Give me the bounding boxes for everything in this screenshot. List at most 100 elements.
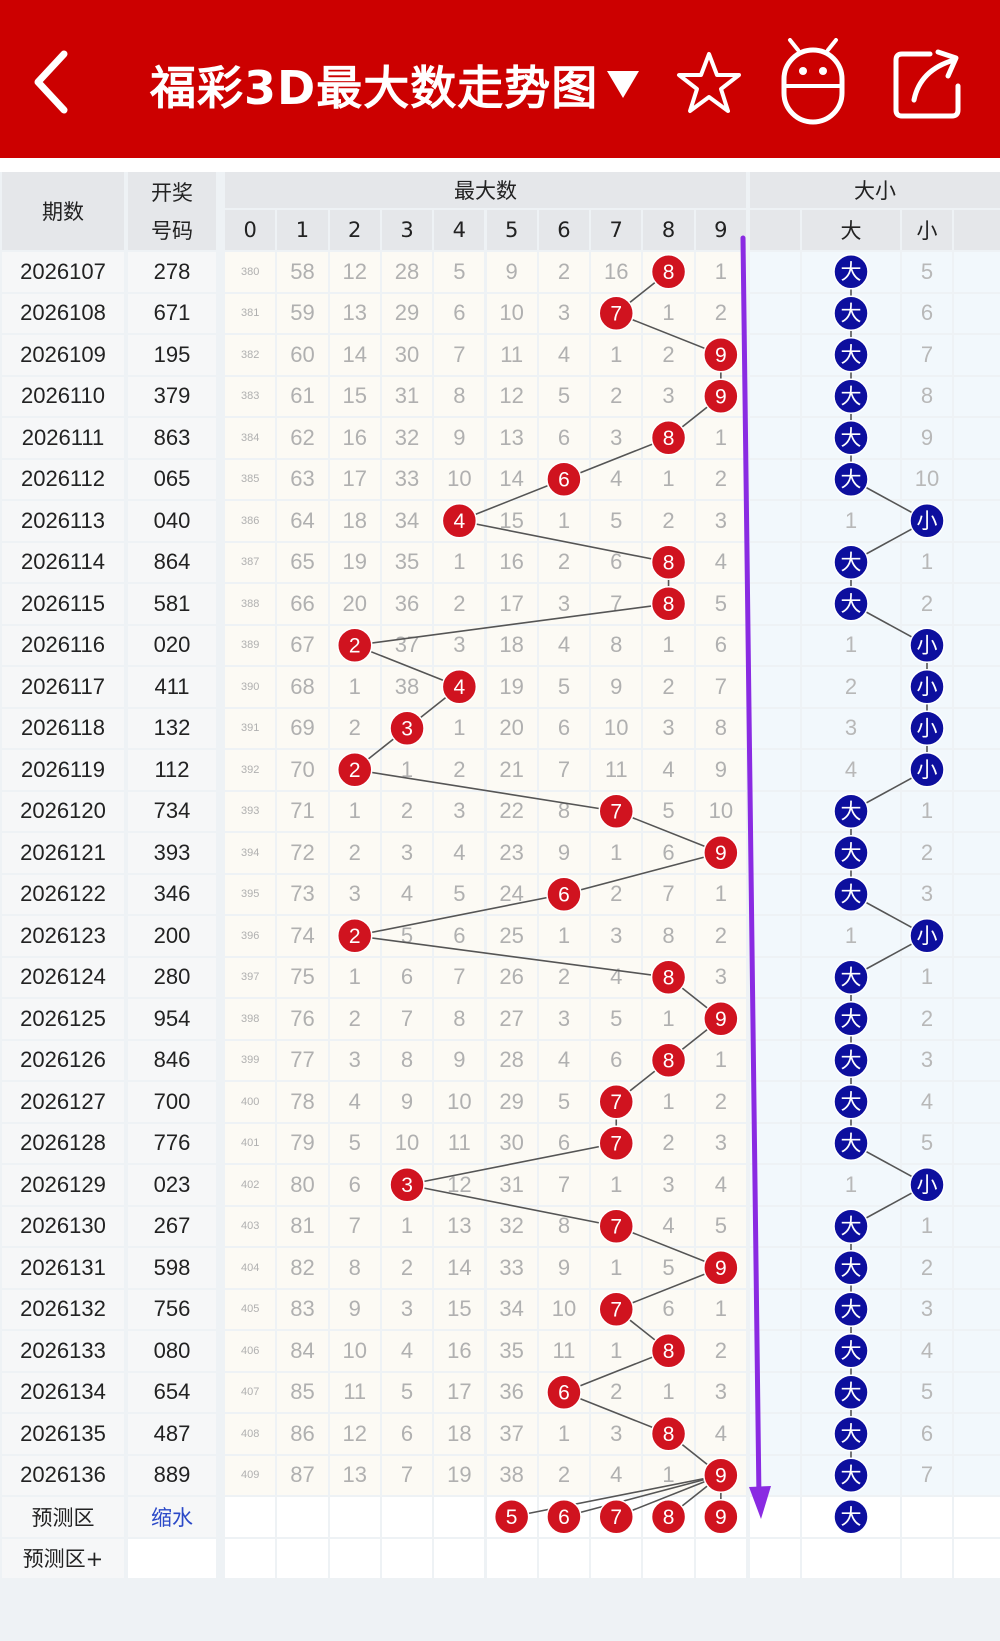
omission-cell: 36 <box>486 1372 537 1412</box>
max-digit-ball-label: 8 <box>663 1049 675 1072</box>
draw-number-cell: 671 <box>128 293 216 333</box>
omission-cell: 74 <box>277 916 328 956</box>
big-ball-label: 大 <box>841 593 862 616</box>
omission-cell: 19 <box>434 1455 485 1495</box>
forecast-cell[interactable] <box>329 1497 380 1537</box>
omission-cell: 402 <box>225 1165 276 1205</box>
star-icon[interactable] <box>676 50 742 116</box>
omission-cell: 4 <box>643 1206 694 1246</box>
forecast-plus-cell[interactable] <box>591 1538 642 1578</box>
bs-omission-cell: 4 <box>802 750 900 790</box>
forecast-plus-cell[interactable] <box>902 1538 952 1578</box>
max-digit-ball <box>598 793 634 829</box>
back-arrow-icon[interactable] <box>30 48 74 116</box>
forecast-plus-cell[interactable] <box>434 1538 485 1578</box>
robot-icon[interactable] <box>780 38 846 126</box>
period-cell: 2026121 <box>2 833 124 873</box>
forecast-plus-cell[interactable] <box>277 1538 328 1578</box>
forecast-plus-cell[interactable] <box>695 1538 746 1578</box>
big-ball <box>833 1291 869 1327</box>
bs-omission-cell <box>954 708 1000 748</box>
max-digit-ball-label: 8 <box>663 427 675 450</box>
omission-cell: 70 <box>277 750 328 790</box>
digit-header-4: 4 <box>434 210 485 250</box>
omission-cell: 34 <box>486 1289 537 1329</box>
omission-cell: 7 <box>538 1165 590 1205</box>
omission-cell: 1 <box>538 501 590 541</box>
omission-cell: 87 <box>277 1455 328 1495</box>
small-ball-label: 小 <box>917 634 938 657</box>
omission-cell: 5 <box>434 874 485 914</box>
omission-cell: 78 <box>277 1082 328 1122</box>
period-cell: 2026134 <box>2 1372 124 1412</box>
forecast-cell[interactable] <box>434 1497 485 1537</box>
big-ball-label: 大 <box>841 1340 862 1363</box>
bs-omission-cell <box>750 584 800 624</box>
draw-number-cell: 654 <box>128 1372 216 1412</box>
omission-cell: 4 <box>695 1414 746 1454</box>
forecast-cell[interactable] <box>277 1497 328 1537</box>
omission-cell: 400 <box>225 1082 276 1122</box>
forecast-cell[interactable] <box>381 1497 433 1537</box>
max-digit-ball-label: 8 <box>663 966 675 989</box>
omission-cell: 11 <box>591 750 642 790</box>
share-icon[interactable] <box>890 46 966 122</box>
bs-omission-cell <box>954 1455 1000 1495</box>
bs-omission-cell <box>954 625 1000 665</box>
omission-cell: 17 <box>486 584 537 624</box>
period-cell: 2026109 <box>2 335 124 375</box>
omission-cell: 9 <box>591 667 642 707</box>
forecast-plus-cell[interactable] <box>329 1538 380 1578</box>
big-ball-label: 大 <box>841 1464 862 1487</box>
omission-cell: 4 <box>643 750 694 790</box>
max-digit-ball <box>703 378 739 414</box>
forecast-bs-cell[interactable] <box>954 1497 1000 1537</box>
draw-number-cell: 379 <box>128 376 216 416</box>
forecast-bs-cell[interactable] <box>902 1497 952 1537</box>
omission-cell: 4 <box>695 542 746 582</box>
big-small-trend-line <box>850 271 929 1476</box>
digit-header-1: 1 <box>277 210 328 250</box>
omission-cell: 8 <box>538 791 590 831</box>
forecast-plus-cell[interactable] <box>954 1538 1000 1578</box>
omission-cell: 386 <box>225 501 276 541</box>
trend-table[interactable]: 期数 开奖 号码 最大数 大小 0 1 2 3 4 5 6 7 8 9 大小 2026107 278 380 58 12… <box>0 172 1000 1641</box>
omission-cell: 10 <box>329 1331 380 1371</box>
omission-cell: 14 <box>486 459 537 499</box>
forecast-cell[interactable] <box>225 1497 276 1537</box>
omission-cell: 397 <box>225 957 276 997</box>
triangle-down-icon[interactable] <box>605 68 641 100</box>
draw-number-cell: 112 <box>128 750 216 790</box>
omission-cell: 3 <box>329 1040 380 1080</box>
bs-omission-cell: 4 <box>902 1082 952 1122</box>
omission-cell: 16 <box>591 252 642 292</box>
forecast-plus-cell[interactable] <box>225 1538 276 1578</box>
draw-number-cell: 889 <box>128 1455 216 1495</box>
bs-omission-cell: 1 <box>902 542 952 582</box>
page-title[interactable]: 福彩3D最大数走势图 <box>150 52 598 118</box>
bs-omission-cell: 2 <box>902 1248 952 1288</box>
omission-cell: 32 <box>486 1206 537 1246</box>
omission-cell: 1 <box>538 916 590 956</box>
period-cell: 2026110 <box>2 376 124 416</box>
draw-number-cell: 411 <box>128 667 216 707</box>
forecast-plus-cell[interactable] <box>128 1538 216 1578</box>
omission-cell: 34 <box>381 501 433 541</box>
big-ball <box>833 544 869 580</box>
forecast-plus-cell[interactable] <box>381 1538 433 1578</box>
forecast-shrink-link[interactable]: 缩水 <box>128 1497 216 1537</box>
forecast-plus-cell[interactable] <box>538 1538 590 1578</box>
forecast-plus-cell[interactable] <box>750 1538 800 1578</box>
forecast-plus-cell[interactable] <box>802 1538 900 1578</box>
max-digit-ball-label: 2 <box>349 759 361 782</box>
omission-cell: 4 <box>434 833 485 873</box>
omission-cell: 391 <box>225 708 276 748</box>
bs-omission-cell <box>954 791 1000 831</box>
omission-cell: 384 <box>225 418 276 458</box>
bs-omission-cell <box>750 667 800 707</box>
small-ball-label: 小 <box>917 676 938 699</box>
forecast-plus-cell[interactable] <box>643 1538 694 1578</box>
omission-cell: 14 <box>329 335 380 375</box>
forecast-plus-cell[interactable] <box>486 1538 537 1578</box>
omission-cell: 15 <box>434 1289 485 1329</box>
